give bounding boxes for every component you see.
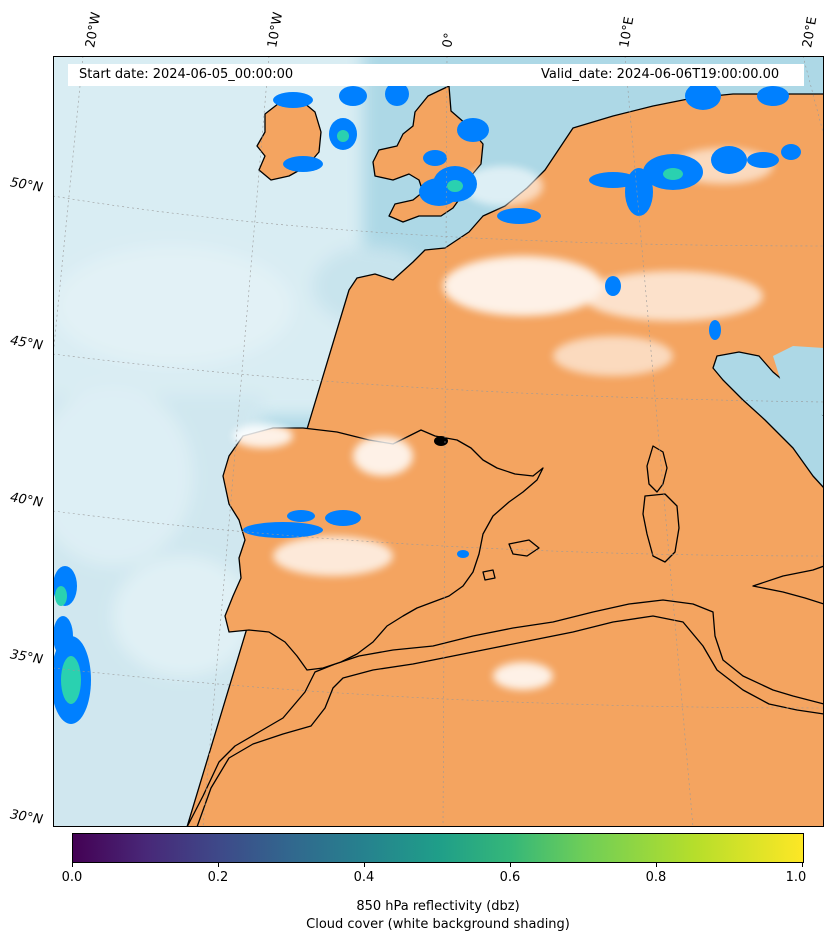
lon-label-20e: 20°E xyxy=(800,15,821,49)
colorbar-tick xyxy=(656,862,657,867)
colorbar-tick-label: 0.2 xyxy=(207,870,229,885)
land-cloud-shading xyxy=(233,148,773,690)
colorbar-tick-label: 0.4 xyxy=(353,870,375,885)
colorbar-label-reflectivity: 850 hPa reflectivity (dbz) xyxy=(356,899,520,914)
marker-dot xyxy=(434,436,448,446)
map-canvas xyxy=(53,56,824,827)
colorbar-tick-label: 1.0 xyxy=(785,870,807,885)
lon-label-10w: 10°W xyxy=(265,11,287,50)
lon-label-20w: 20°W xyxy=(83,11,105,50)
colorbar-label-cloud-cover: Cloud cover (white background shading) xyxy=(306,917,570,932)
header-strip xyxy=(68,64,804,86)
start-date-label: Start date: 2024-06-05_00:00:00 xyxy=(79,67,294,82)
reflectivity-patches xyxy=(53,82,801,724)
valid-date-label: Valid_date: 2024-06-06T19:00:00.00 xyxy=(541,67,780,82)
colorbar-tick-label: 0.0 xyxy=(61,870,83,885)
lat-label-45n: 45°N xyxy=(8,333,44,354)
lat-label-30n: 30°N xyxy=(8,807,44,828)
colorbar-tick xyxy=(72,862,73,867)
lat-label-35n: 35°N xyxy=(8,647,44,668)
colorbar-tick xyxy=(510,862,511,867)
colorbar-tick-label: 0.6 xyxy=(499,870,521,885)
lat-label-50n: 50°N xyxy=(8,175,44,196)
colorbar-tick xyxy=(218,862,219,867)
colorbar-tick xyxy=(364,862,365,867)
lat-label-40n: 40°N xyxy=(8,490,44,511)
colorbar-tick-label: 0.8 xyxy=(645,870,667,885)
adriatic-sea xyxy=(773,346,824,416)
colorbar xyxy=(72,833,804,863)
map-area xyxy=(53,56,824,827)
colorbar-tick xyxy=(802,862,803,867)
lon-label-0: 0° xyxy=(440,31,458,49)
graticule xyxy=(53,56,824,827)
lon-label-10e: 10°E xyxy=(617,15,638,49)
